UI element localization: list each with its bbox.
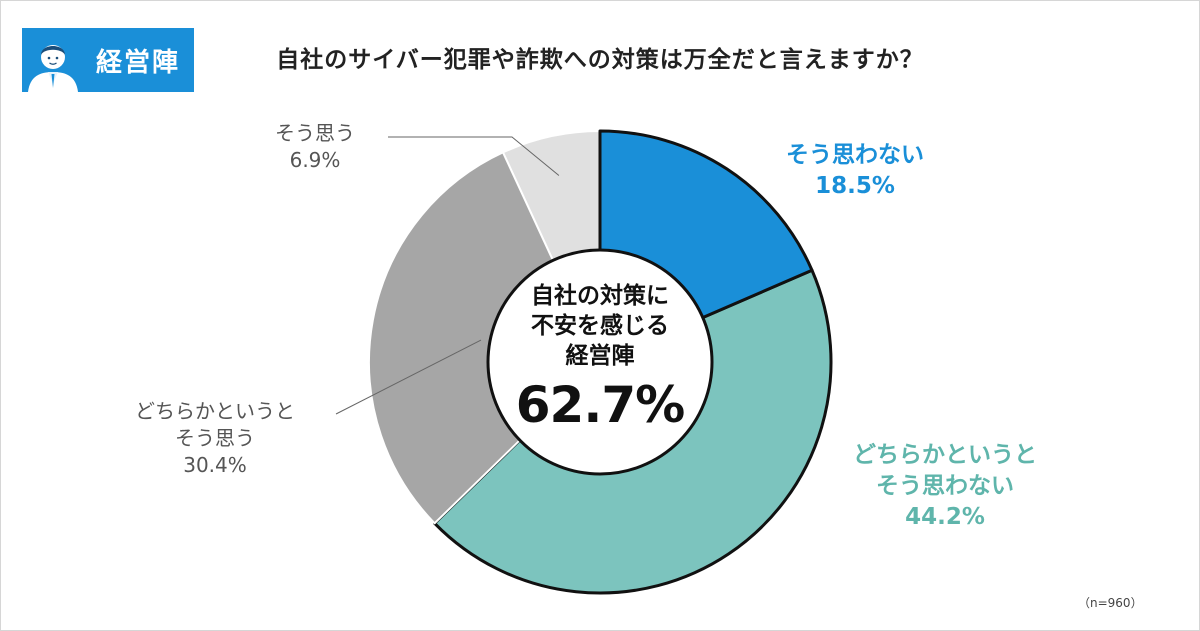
slice-label-agree-value: 6.9% bbox=[289, 148, 341, 172]
slice-label-somewhat-agree: どちらかというと そう思う 30.4% bbox=[110, 398, 320, 479]
slice-somewhat-agree bbox=[368, 151, 601, 525]
leader-line-somewhat-agree bbox=[335, 339, 482, 415]
chart-title: 自社のサイバー犯罪や詐欺への対策は万全だと言えますか？ bbox=[276, 47, 924, 73]
center-value: 62.7% bbox=[515, 375, 685, 434]
slice-label-somewhat-disagree-line2: そう思わない bbox=[876, 473, 1014, 500]
slice-label-somewhat-disagree-line1: どちらかというと bbox=[853, 442, 1037, 468]
slice-label-disagree-value: 18.5% bbox=[815, 173, 895, 200]
slice-label-agree: そう思う 6.9% bbox=[255, 120, 375, 174]
sample-size-note: （n=960） bbox=[1078, 596, 1143, 610]
slice-label-somewhat-disagree: どちらかというと そう思わない 44.2% bbox=[820, 440, 1070, 533]
donut-center: 自社の対策に 不安を感じる 経営陣 62.7% bbox=[490, 282, 710, 434]
audience-badge: 経営陣 bbox=[22, 28, 194, 92]
badge-label: 経営陣 bbox=[96, 47, 181, 78]
slice-label-agree-text: そう思う bbox=[275, 121, 355, 145]
slice-label-disagree: そう思わない 18.5% bbox=[740, 140, 970, 202]
slice-label-somewhat-agree-line1: どちらかというと bbox=[135, 399, 295, 423]
slice-label-somewhat-agree-line2: そう思う bbox=[175, 426, 255, 450]
slice-label-somewhat-disagree-value: 44.2% bbox=[905, 504, 985, 531]
center-caption: 自社の対策に 不安を感じる 経営陣 bbox=[531, 283, 669, 369]
donut-hole bbox=[486, 248, 714, 476]
businessman-icon bbox=[22, 28, 84, 92]
slice-label-disagree-text: そう思わない bbox=[786, 142, 924, 168]
slice-label-somewhat-agree-value: 30.4% bbox=[183, 453, 247, 477]
leader-line-agree bbox=[388, 136, 560, 176]
